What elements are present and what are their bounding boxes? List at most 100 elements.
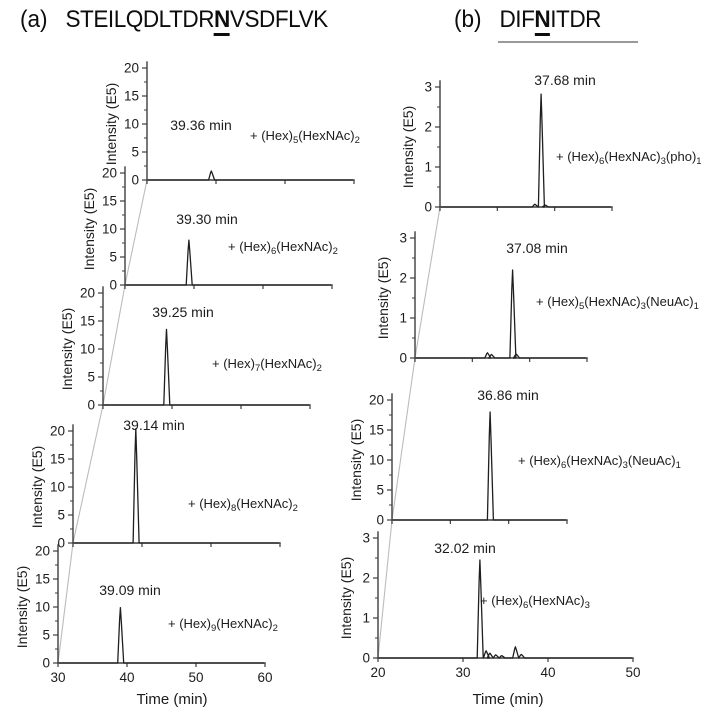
retention-time-label: 32.02 min [434,540,495,556]
retention-time-label: 36.86 min [477,387,538,403]
y-tick-label: 0 [399,351,407,366]
retention-time-label: 39.36 min [170,117,231,133]
peptide-a-pre: STEILQDLTDR [65,6,215,33]
x-tick-label: 30 [455,665,470,680]
retention-time-label: 39.09 min [99,582,160,598]
y-tick-label: 0 [109,278,117,293]
xic-trace [379,559,632,659]
y-tick-label: 3 [424,80,432,95]
y-tick-label: 2 [399,271,407,286]
retention-time-label: 39.25 min [152,304,213,320]
glycan-composition-label: + (Hex)7(HexNAc)2 [212,356,322,374]
y-axis-title: Intensity (E5) [400,106,416,188]
xic-trace [441,93,611,208]
retention-time-label: 37.68 min [534,72,595,88]
x-tick-label: 60 [257,670,272,685]
x-tick-label: 20 [370,665,385,680]
chromatogram-b4: 0 1 2 3 20 30 40 50 32.02 min + (Hex)6(HexNAc)3 In… [338,531,641,681]
y-tick-label: 0 [376,513,384,528]
y-tick-label: 5 [131,145,139,160]
y-tick-label: 15 [369,423,384,438]
y-tick-label: 10 [80,342,95,357]
y-tick-label: 15 [80,314,95,329]
cascade-connector-line [414,206,441,359]
y-axis-title: Intensity (E5) [103,83,119,165]
y-tick-label: 2 [362,571,370,586]
y-tick-label: 0 [57,536,65,551]
chromatogram-a4: 0 5 10 15 20 39.14 min + (Hex)8(HexNAc)2 Intens… [29,417,298,551]
peptide-b-underline-rule [498,41,638,43]
y-tick-label: 15 [102,194,117,209]
x-tick-label: 40 [119,670,134,685]
x-tick-label: 50 [625,665,640,680]
glycan-composition-label: + (Hex)9(HexNAc)2 [168,616,278,634]
y-tick-label: 10 [35,600,50,615]
y-tick-label: 0 [131,173,139,188]
y-tick-label: 20 [35,544,50,559]
y-tick-label: 20 [50,424,65,439]
y-tick-label: 3 [399,231,407,246]
panel-a-title: (a) STEILQDLTDRNVSDFLVK [20,6,328,36]
retention-time-label: 39.14 min [123,417,184,433]
y-tick-label: 10 [50,480,65,495]
y-tick-label: 20 [369,393,384,408]
y-axis-title: Intensity (E5) [348,419,364,501]
cascade-connector-line [102,284,126,406]
y-tick-label: 5 [42,628,50,643]
peptide-a-glyco-site: N [214,6,230,36]
y-tick-label: 0 [87,398,95,413]
y-tick-label: 1 [424,160,432,175]
y-axis-title: Intensity (E5) [338,557,354,639]
y-tick-label: 2 [424,120,432,135]
peptide-a-post: VSDFLVK [229,6,328,33]
glycan-composition-label: + (Hex)8(HexNAc)2 [188,496,298,514]
y-tick-label: 10 [124,117,139,132]
y-tick-label: 5 [87,370,95,385]
y-tick-label: 5 [109,250,117,265]
chromatogram-b1: 0 1 2 3 37.68 min + (Hex)6(HexNAc)3(pho)1 Inte… [400,72,702,215]
cascade-connector-line [57,542,74,664]
retention-time-label: 39.30 min [176,211,237,227]
glycan-composition-label: + (Hex)6(HexNAc)3 [480,593,590,611]
x-tick-label: 40 [540,665,555,680]
x-tick-label: 30 [50,670,65,685]
y-axis-title: Intensity (E5) [29,446,45,528]
xic-trace [393,411,566,521]
glycan-composition-label: + (Hex)6(HexNAc)3(pho)1 [556,149,702,167]
chromatogram-a1: 0 5 10 15 20 39.36 min + (Hex)5(HexNAc)2 Intens… [103,61,360,188]
y-tick-label: 20 [124,61,139,76]
retention-time-label: 37.08 min [506,240,567,256]
xic-trace [416,269,586,359]
x-tick-label: 50 [188,670,203,685]
cascade-connector-line [124,179,148,286]
panel-b-label: (b) [454,6,482,33]
cascade-connector-line [377,519,393,659]
chromatogram-b2: 0 1 2 3 37.08 min + (Hex)5(HexNAc)3(NeuAc)1 In… [375,231,699,366]
glycan-composition-label: + (Hex)6(HexNAc)2 [228,239,338,257]
peptide-b-pre: DIF [499,6,535,33]
y-axis-title: Intensity (E5) [59,308,75,390]
peptide-b-post: ITDR [550,6,601,33]
peptide-b-glyco-site: N [534,6,551,36]
y-tick-label: 1 [399,311,407,326]
cascade-connector-line [391,357,416,521]
y-tick-label: 10 [102,222,117,237]
glycan-composition-label: + (Hex)5(HexNAc)3(NeuAc)1 [536,294,699,312]
xic-trace [59,606,264,664]
cascade-connector-line [72,404,104,544]
x-axis-title: Time (min) [472,691,543,708]
y-tick-label: 5 [57,508,65,523]
glycan-composition-label: + (Hex)6(HexNAc)3(NeuAc)1 [518,453,681,471]
chromatogram-a5: 0 5 10 15 20 30 40 50 60 39.09 min + (Hex)9(HexNAc… [14,544,278,686]
chromatogram-a2: 0 5 10 15 20 39.30 min + (Hex)6(HexNAc)2 Intens… [81,166,338,293]
y-axis-title: Intensity (E5) [375,257,391,339]
y-tick-label: 0 [362,651,370,666]
y-tick-label: 3 [362,531,370,546]
xic-trace [148,170,353,181]
y-tick-label: 15 [50,452,65,467]
y-tick-label: 10 [369,453,384,468]
y-tick-label: 15 [35,572,50,587]
x-axis-title: Time (min) [136,691,207,708]
y-tick-label: 0 [42,656,50,671]
